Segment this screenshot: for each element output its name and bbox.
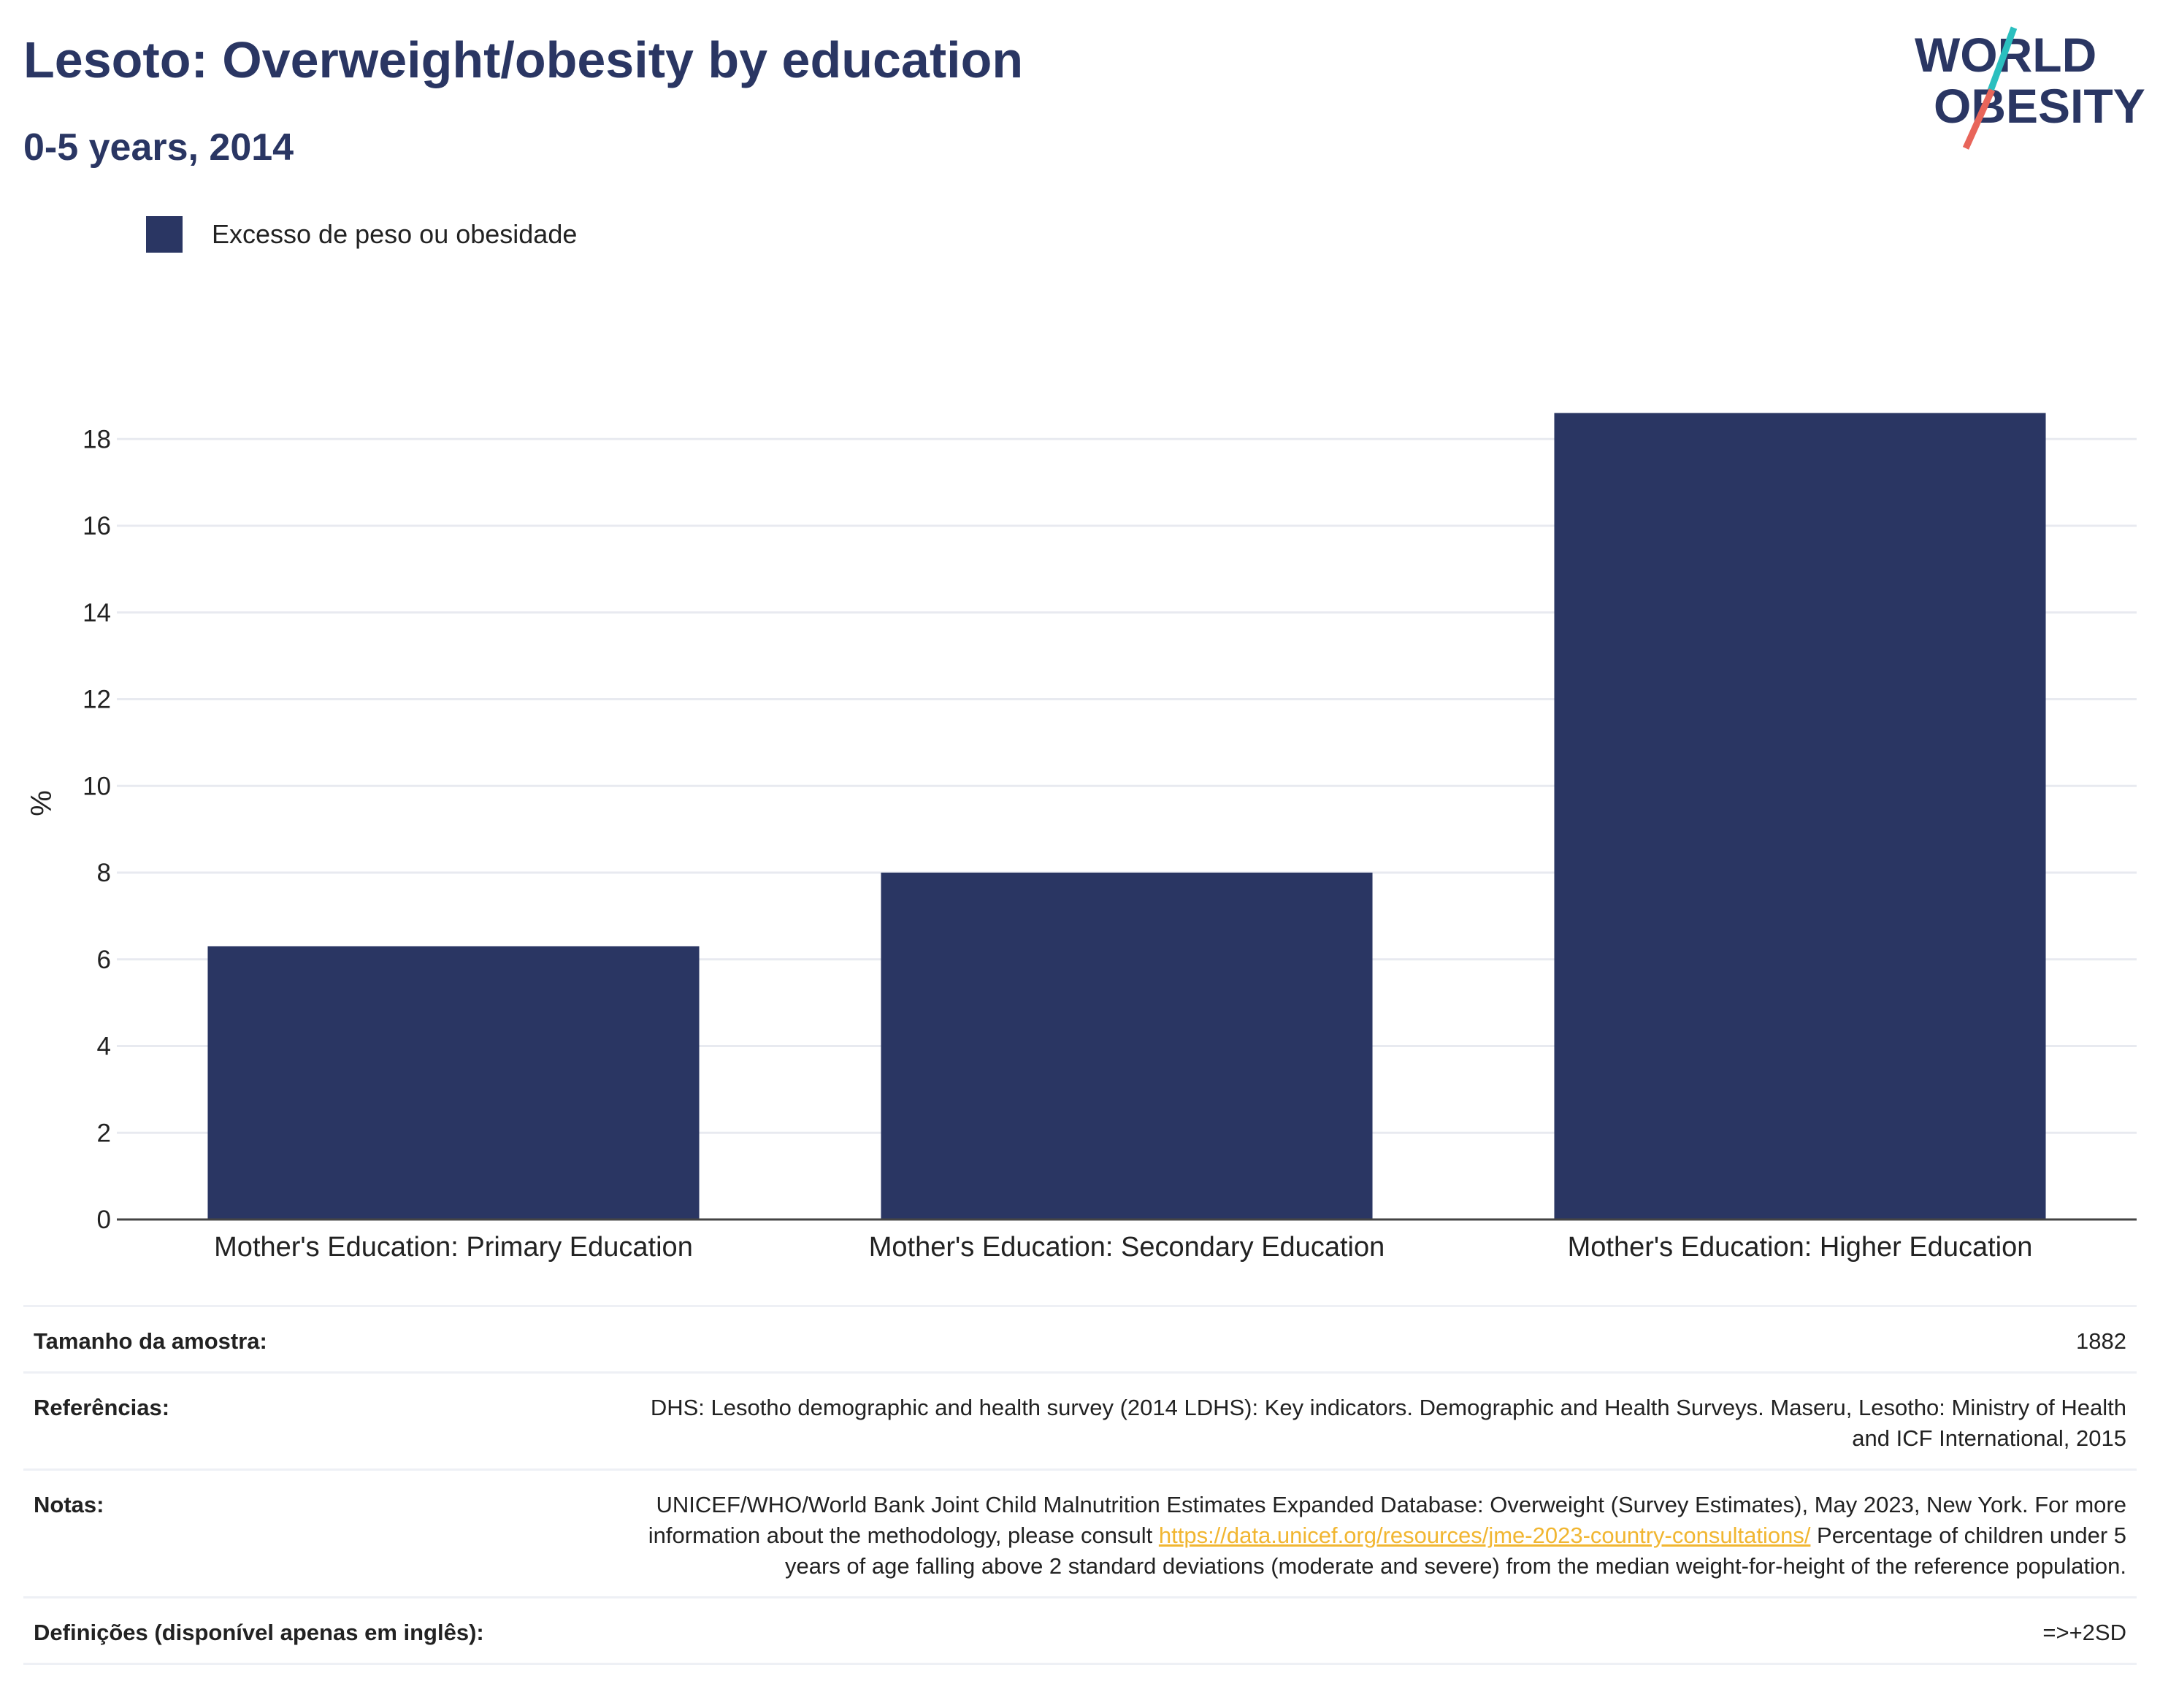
definitions-label: Definições (disponível apenas em inglês)… (34, 1620, 484, 1645)
y-axis-label: % (26, 790, 58, 816)
logo-line2: OBESITY (1934, 79, 2145, 133)
bar (207, 946, 700, 1219)
bar-chart: 0 2 4 6 8 10 12 14 16 18 Mother's Education: Prima… (26, 413, 2137, 1263)
bar (881, 873, 1373, 1219)
legend-label: Excesso de peso ou obesidade (212, 219, 578, 249)
info-row-references: Referências: DHS: Lesotho demographic an… (23, 1372, 2137, 1470)
definitions-value: =>+2SD (2042, 1620, 2126, 1645)
y-tick-label: 16 (83, 512, 111, 540)
y-tick-label: 12 (83, 686, 111, 714)
legend-swatch (146, 216, 183, 253)
info-row-notes: Notas: UNICEF/WHO/World Bank Joint Child… (23, 1469, 2137, 1598)
bar (1554, 413, 2046, 1219)
y-tick-label: 8 (97, 859, 111, 887)
notes-text-2: Percentage of children under 5 years of … (785, 1523, 2126, 1579)
page-title: Lesoto: Overweight/obesity by education (23, 31, 1024, 88)
notes-value: UNICEF/WHO/World Bank Joint Child Malnut… (599, 1470, 2137, 1598)
y-tick-label: 4 (97, 1033, 111, 1061)
notes-label: Notas: (34, 1492, 104, 1517)
y-tick-label: 14 (83, 599, 111, 627)
info-table: Tamanho da amostra: 1882 Referências: DH… (23, 1305, 2137, 1665)
info-row-sample: Tamanho da amostra: 1882 (23, 1306, 2137, 1373)
references-value: DHS: Lesotho demographic and health surv… (650, 1395, 2126, 1451)
sample-size-value: 1882 (2076, 1328, 2126, 1354)
sample-size-label: Tamanho da amostra: (34, 1328, 267, 1354)
references-label: Referências: (34, 1395, 170, 1420)
y-tick-label: 2 (97, 1119, 111, 1147)
info-row-definitions: Definições (disponível apenas em inglês)… (23, 1597, 2137, 1664)
chart-legend: Excesso de peso ou obesidade (146, 216, 577, 253)
y-tick-label: 6 (97, 946, 111, 974)
methodology-link[interactable]: https://data.unicef.org/resources/jme-20… (1158, 1523, 1811, 1548)
world-obesity-logo: WORLD OBESITY (1915, 26, 2145, 150)
logo-slash-coral (1962, 88, 1996, 150)
x-category-label: Mother's Education: Higher Education (1568, 1232, 2033, 1263)
x-category-label: Mother's Education: Primary Education (214, 1232, 693, 1263)
notes-text-1: UNICEF/WHO/World Bank Joint Child Malnut… (648, 1492, 2126, 1548)
y-tick-label: 10 (83, 772, 111, 800)
x-category-label: Mother's Education: Secondary Education (869, 1232, 1385, 1263)
y-tick-label: 18 (83, 425, 111, 453)
logo-slash-teal (1987, 26, 2018, 92)
page-subtitle: 0-5 years, 2014 (23, 126, 294, 169)
y-tick-label: 0 (97, 1206, 111, 1234)
